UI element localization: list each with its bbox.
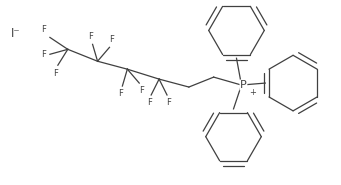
Text: I⁻: I⁻ xyxy=(11,27,20,40)
Text: +: + xyxy=(249,88,256,97)
Text: F: F xyxy=(109,35,114,44)
Text: F: F xyxy=(41,50,46,59)
Text: F: F xyxy=(147,98,152,107)
Text: F: F xyxy=(54,69,58,78)
Text: F: F xyxy=(166,98,172,107)
Text: F: F xyxy=(139,86,144,95)
Text: F: F xyxy=(41,26,46,34)
Text: F: F xyxy=(88,32,93,41)
Text: P: P xyxy=(240,80,247,90)
Text: F: F xyxy=(118,89,123,98)
